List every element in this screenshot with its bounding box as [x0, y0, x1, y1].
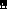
Text: FIG. 6.  The inverse of interlayer pair-correlation function
$g_{eh}^{-1}$(0) as: FIG. 6. The inverse of interlayer pair-c… — [4, 2, 7, 9]
Text: d=5a$_B^*$: d=5a$_B^*$ — [0, 0, 7, 7]
Text: d=5a$_B^*$: d=5a$_B^*$ — [0, 0, 7, 7]
Text: FIG. 5.  The interlayer pair-correlation function $g_{ee}$(0) as a func-
tion of: FIG. 5. The interlayer pair-correlation … — [0, 2, 7, 9]
